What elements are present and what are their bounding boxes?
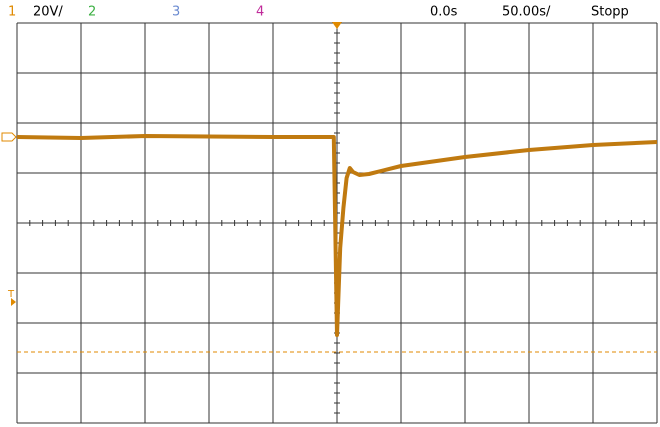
trace [16, 134, 658, 337]
channel-label: 1 [8, 5, 16, 20]
trigger-position [332, 22, 342, 29]
timebase: 50.00s/ [502, 5, 551, 20]
trigger-arrow [11, 298, 16, 306]
channel-label: 3 [172, 5, 180, 20]
channel-label: 4 [256, 5, 264, 20]
delay: 0.0s [430, 5, 458, 20]
channel-label: 2 [88, 5, 96, 20]
status: Stopp [591, 5, 629, 20]
trigger-marker: T [7, 289, 15, 300]
scale: 20V/ [33, 5, 63, 20]
ground-marker [1, 132, 17, 142]
